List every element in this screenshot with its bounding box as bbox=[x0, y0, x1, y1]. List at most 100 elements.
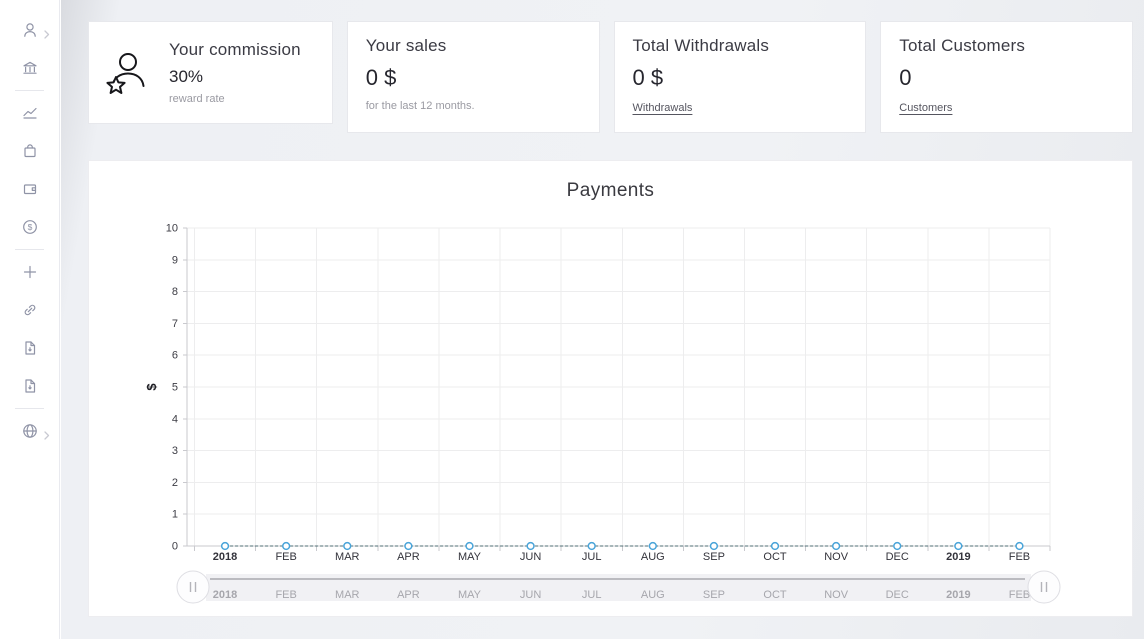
card-title: Total Customers bbox=[899, 36, 1026, 55]
data-point[interactable] bbox=[893, 541, 902, 551]
customers-card: Total Customers 0 Customers bbox=[880, 21, 1133, 133]
sidebar-item-user[interactable] bbox=[0, 11, 59, 49]
navigator-label: APR bbox=[397, 589, 420, 601]
dollar-circle-icon: $ bbox=[22, 220, 37, 234]
sidebar-item-document-2[interactable] bbox=[0, 367, 59, 405]
withdrawals-link[interactable]: Withdrawals bbox=[632, 102, 693, 114]
sidebar-divider bbox=[15, 408, 44, 409]
data-point[interactable] bbox=[282, 541, 291, 551]
globe-icon bbox=[22, 424, 37, 438]
sidebar-item-document[interactable] bbox=[0, 329, 59, 367]
payments-chart: 0 1 2 3 4 5 6 7 8 9 10 $2018 FEB MAR APR MAY JUN JUL AUG SE… bbox=[144, 223, 1061, 604]
commission-card: Your commission 30% reward rate bbox=[88, 21, 333, 124]
performance-chart-icon bbox=[22, 107, 37, 119]
sidebar-item-shop[interactable] bbox=[0, 132, 59, 170]
x-axis-label: MAY bbox=[458, 551, 482, 563]
y-tick-label: 4 bbox=[172, 413, 178, 425]
data-point[interactable] bbox=[343, 541, 352, 551]
chevron-right-icon bbox=[44, 427, 50, 445]
wallet-icon bbox=[23, 184, 36, 195]
y-tick-label: 7 bbox=[172, 318, 178, 330]
handle-circle[interactable] bbox=[1027, 570, 1061, 604]
sidebar-item-add[interactable] bbox=[0, 253, 59, 291]
navigator-label: MAY bbox=[458, 589, 482, 601]
navigator-left-handle[interactable] bbox=[176, 570, 210, 604]
x-axis-label: JUL bbox=[582, 551, 602, 563]
chart-title: Payments bbox=[566, 180, 655, 201]
navigator-label: SEP bbox=[703, 589, 725, 601]
x-axis-label: FEB bbox=[1009, 551, 1030, 563]
sidebar-item-bank[interactable] bbox=[0, 49, 59, 87]
main-content: Your commission 30% reward rate Your sal… bbox=[61, 0, 1144, 639]
x-axis-label: SEP bbox=[703, 551, 725, 563]
x-axis-label: APR bbox=[397, 551, 420, 563]
x-axis-label: AUG bbox=[641, 551, 665, 563]
data-point[interactable] bbox=[648, 541, 657, 551]
sidebar-divider bbox=[15, 90, 44, 91]
sidebar-item-wallet[interactable] bbox=[0, 170, 59, 208]
plus-icon bbox=[23, 265, 36, 279]
handle-circle[interactable] bbox=[176, 570, 210, 604]
y-tick-label: 5 bbox=[172, 382, 178, 394]
x-axis-label: FEB bbox=[275, 551, 296, 563]
x-axis-label: OCT bbox=[763, 551, 787, 563]
sidebar-item-referral-link[interactable] bbox=[0, 291, 59, 329]
data-point[interactable] bbox=[831, 541, 841, 551]
data-point[interactable] bbox=[709, 541, 719, 551]
sidebar: $ bbox=[0, 0, 60, 639]
navigator-label: MAR bbox=[335, 589, 360, 601]
y-tick-label: 0 bbox=[172, 541, 178, 553]
data-point[interactable] bbox=[954, 541, 963, 551]
y-tick-label: 10 bbox=[166, 223, 178, 235]
card-title: Your commission bbox=[169, 40, 301, 59]
x-axis-label: NOV bbox=[824, 551, 849, 563]
y-tick-label: 1 bbox=[172, 509, 178, 521]
navigator-label: NOV bbox=[824, 589, 849, 601]
customers-link[interactable]: Customers bbox=[899, 102, 953, 114]
sidebar-item-language[interactable] bbox=[0, 412, 59, 450]
navigator-label: AUG bbox=[641, 589, 665, 601]
y-tick-label: 2 bbox=[172, 477, 178, 489]
card-title: Total Withdrawals bbox=[632, 36, 770, 55]
navigator-label: FEB bbox=[275, 589, 296, 601]
navigator-label: OCT bbox=[763, 589, 787, 601]
navigator-label: JUN bbox=[520, 589, 541, 601]
user-icon bbox=[23, 23, 36, 37]
sales-card: Your sales 0 $ for the last 12 months. bbox=[346, 21, 600, 133]
data-point[interactable] bbox=[465, 541, 474, 551]
card-value: 0 $ bbox=[365, 65, 397, 90]
y-tick-label: 3 bbox=[172, 445, 178, 457]
link-icon bbox=[24, 304, 35, 316]
y-tick-label: 8 bbox=[172, 286, 178, 298]
navigator-label: 2019 bbox=[946, 589, 970, 601]
svg-text:$: $ bbox=[27, 222, 32, 232]
data-point[interactable] bbox=[220, 541, 230, 551]
sidebar-divider bbox=[15, 249, 44, 250]
sidebar-item-performance[interactable] bbox=[0, 94, 59, 132]
navigator-right-handle[interactable] bbox=[1027, 570, 1061, 604]
data-point[interactable] bbox=[587, 541, 596, 551]
y-axis-title: $ bbox=[144, 383, 159, 391]
navigator-label: DEC bbox=[886, 589, 909, 601]
person-star-icon bbox=[106, 52, 145, 94]
data-point[interactable] bbox=[770, 541, 780, 551]
navigator-label: JUL bbox=[582, 589, 602, 601]
document-pdf-icon bbox=[24, 379, 35, 393]
card-title: Your sales bbox=[365, 36, 447, 55]
navigator-label: 2018 bbox=[213, 589, 237, 601]
data-point[interactable] bbox=[1015, 541, 1024, 551]
data-point[interactable] bbox=[404, 541, 413, 551]
stat-cards: Your commission 30% reward rate Your sal… bbox=[88, 21, 1133, 133]
card-value: 0 $ bbox=[632, 65, 664, 90]
x-axis-label: 2019 bbox=[946, 551, 970, 563]
payments-panel: Payments 0 1 2 3 4 5 6 7 8 9 10 $2018 FEB MAR APR MAY JU… bbox=[88, 160, 1133, 617]
sidebar-item-payouts[interactable]: $ bbox=[0, 208, 59, 246]
withdrawals-card: Total Withdrawals 0 $ Withdrawals bbox=[613, 21, 867, 133]
x-axis-label: MAR bbox=[335, 551, 360, 563]
x-axis-label: 2018 bbox=[213, 551, 237, 563]
card-subtitle: for the last 12 months. bbox=[365, 100, 475, 112]
x-axis-label: DEC bbox=[886, 551, 909, 563]
bank-icon bbox=[22, 61, 37, 74]
y-tick-label: 6 bbox=[172, 350, 178, 362]
data-point[interactable] bbox=[526, 541, 535, 551]
